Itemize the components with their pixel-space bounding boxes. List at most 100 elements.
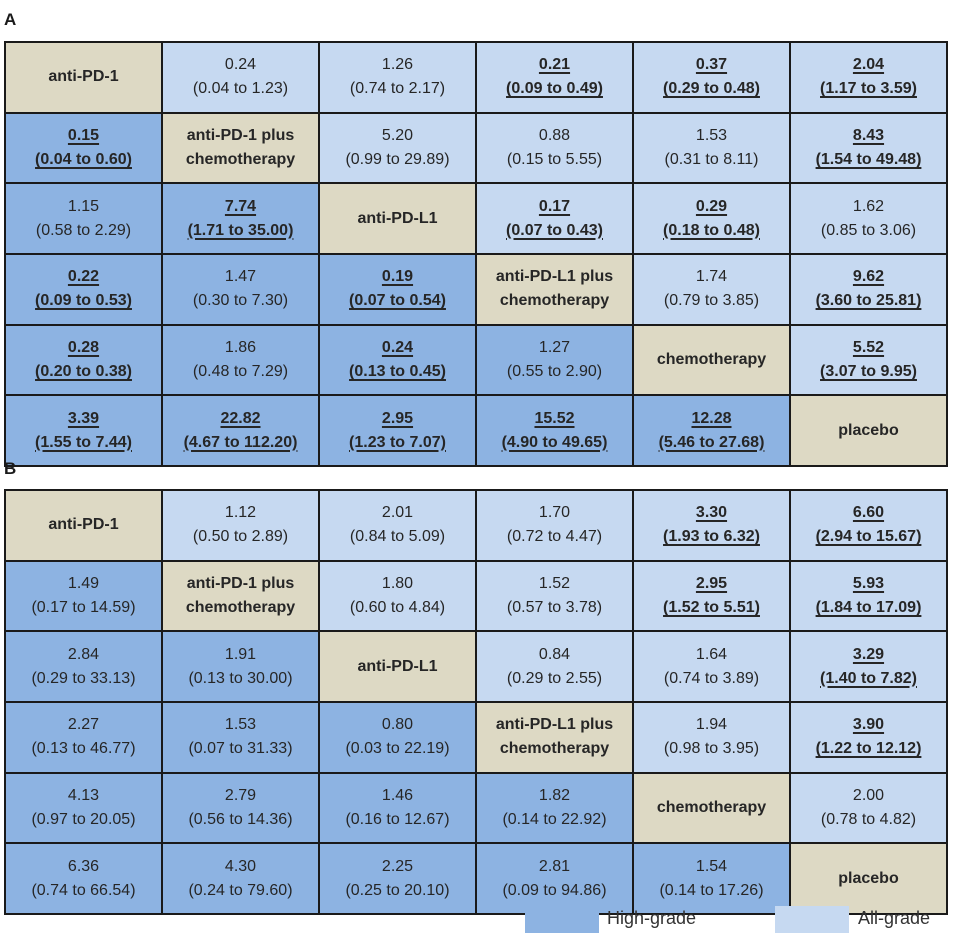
treatment-label-cell: anti-PD-1 — [4, 41, 163, 114]
treatment-label: placebo — [838, 869, 899, 887]
odds-ratio-value: 2.27 — [67, 716, 100, 734]
all-grade-cell: 2.95 (1.52 to 5.51) — [632, 559, 791, 633]
high-grade-cell: 2.79 (0.56 to 14.36) — [161, 771, 320, 845]
all-grade-cell: 1.74 (0.79 to 3.85) — [632, 252, 791, 326]
odds-ratio-value: 2.95 — [381, 409, 414, 427]
all-grade-cell: 1.12 (0.50 to 2.89) — [161, 489, 320, 562]
treatment-label: anti-PD-L1 — [357, 209, 438, 227]
confidence-interval: (0.13 to 30.00) — [188, 669, 293, 687]
confidence-interval: (1.22 to 12.12) — [815, 740, 922, 758]
odds-ratio-value: 1.53 — [224, 716, 257, 734]
matrix-row: 0.28 (0.20 to 0.38) 1.86 (0.48 to 7.29) 0.24… — [4, 323, 948, 397]
odds-ratio-value: 1.27 — [538, 338, 571, 356]
all-grade-cell: 2.00 (0.78 to 4.82) — [789, 771, 948, 845]
odds-ratio-value: 1.26 — [381, 56, 414, 74]
confidence-interval: (4.90 to 49.65) — [501, 433, 608, 451]
confidence-interval: (0.09 to 0.53) — [35, 292, 132, 310]
confidence-interval: (0.17 to 14.59) — [31, 598, 136, 616]
treatment-label: anti-PD-L1 plus — [495, 268, 614, 286]
odds-ratio-value: 1.15 — [67, 197, 100, 215]
odds-ratio-value: 0.19 — [381, 268, 414, 286]
odds-ratio-value: 0.17 — [538, 197, 571, 215]
odds-ratio-value: 2.25 — [381, 857, 414, 875]
treatment-label-line2: chemotherapy — [185, 150, 296, 168]
matrix-row: anti-PD-1 1.12 (0.50 to 2.89) 2.01 (0.84 to … — [4, 489, 948, 562]
odds-ratio-value: 0.84 — [538, 645, 571, 663]
confidence-interval: (1.84 to 17.09) — [815, 598, 922, 616]
odds-ratio-value: 4.13 — [67, 786, 100, 804]
odds-ratio-value: 3.90 — [852, 716, 885, 734]
treatment-label-cell: anti-PD-1 plus chemotherapy — [161, 111, 320, 185]
confidence-interval: (0.50 to 2.89) — [192, 528, 289, 546]
all-grade-cell: 0.84 (0.29 to 2.55) — [475, 630, 634, 703]
odds-ratio-value: 2.84 — [67, 645, 100, 663]
confidence-interval: (0.20 to 0.38) — [35, 362, 132, 380]
odds-ratio-value: 1.94 — [695, 716, 728, 734]
treatment-label-cell: chemotherapy — [632, 323, 791, 397]
odds-ratio-value: 1.70 — [538, 504, 571, 522]
all-grade-cell: 0.29 (0.18 to 0.48) — [632, 182, 791, 255]
treatment-label: chemotherapy — [656, 350, 767, 368]
confidence-interval: (0.57 to 3.78) — [506, 598, 603, 616]
matrix-row: 4.13 (0.97 to 20.05) 2.79 (0.56 to 14.36) 1.… — [4, 771, 948, 845]
treatment-label-line2: chemotherapy — [499, 292, 610, 310]
odds-ratio-value: 1.82 — [538, 786, 571, 804]
high-grade-cell: 2.95 (1.23 to 7.07) — [318, 394, 477, 467]
high-grade-cell: 2.81 (0.09 to 94.86) — [475, 842, 634, 915]
high-grade-cell: 15.52 (4.90 to 49.65) — [475, 394, 634, 467]
confidence-interval: (0.72 to 4.47) — [506, 528, 603, 546]
high-grade-cell: 0.15 (0.04 to 0.60) — [4, 111, 163, 185]
all-grade-cell: 9.62 (3.60 to 25.81) — [789, 252, 948, 326]
confidence-interval: (0.97 to 20.05) — [31, 810, 136, 828]
high-grade-cell: 1.47 (0.30 to 7.30) — [161, 252, 320, 326]
confidence-interval: (0.55 to 2.90) — [506, 362, 603, 380]
odds-ratio-value: 15.52 — [534, 409, 575, 427]
confidence-interval: (0.07 to 31.33) — [188, 740, 293, 758]
confidence-interval: (0.56 to 14.36) — [188, 810, 293, 828]
treatment-label-line2: chemotherapy — [185, 598, 296, 616]
all-grade-cell: 3.29 (1.40 to 7.82) — [789, 630, 948, 703]
high-grade-cell: 0.80 (0.03 to 22.19) — [318, 700, 477, 774]
confidence-interval: (0.84 to 5.09) — [349, 528, 446, 546]
odds-ratio-value: 2.95 — [695, 574, 728, 592]
confidence-interval: (3.60 to 25.81) — [815, 292, 922, 310]
confidence-interval: (0.13 to 46.77) — [31, 740, 136, 758]
odds-ratio-value: 12.28 — [691, 409, 732, 427]
confidence-interval: (1.52 to 5.51) — [663, 598, 760, 616]
matrix-row: 1.49 (0.17 to 14.59) anti-PD-1 plus chemoth… — [4, 559, 948, 633]
odds-ratio-value: 0.80 — [381, 716, 414, 734]
all-grade-cell: 1.80 (0.60 to 4.84) — [318, 559, 477, 633]
treatment-label-cell: placebo — [789, 394, 948, 467]
odds-ratio-value: 0.24 — [224, 56, 257, 74]
odds-ratio-value: 1.54 — [695, 857, 728, 875]
treatment-label-line2: chemotherapy — [499, 740, 610, 758]
high-grade-cell: 1.15 (0.58 to 2.29) — [4, 182, 163, 255]
matrix-row: 3.39 (1.55 to 7.44) 22.82 (4.67 to 112.20) 2… — [4, 394, 948, 467]
all-grade-cell: 0.37 (0.29 to 0.48) — [632, 41, 791, 114]
high-grade-cell: 4.13 (0.97 to 20.05) — [4, 771, 163, 845]
treatment-label-cell: placebo — [789, 842, 948, 915]
odds-ratio-value: 7.74 — [224, 197, 257, 215]
odds-ratio-value: 1.80 — [381, 574, 414, 592]
treatment-label: placebo — [838, 421, 899, 439]
confidence-interval: (0.09 to 0.49) — [506, 80, 603, 98]
high-grade-cell: 1.82 (0.14 to 22.92) — [475, 771, 634, 845]
all-grade-cell: 1.70 (0.72 to 4.47) — [475, 489, 634, 562]
odds-ratio-value: 3.30 — [695, 504, 728, 522]
odds-ratio-value: 2.04 — [852, 56, 885, 74]
confidence-interval: (1.54 to 49.48) — [815, 150, 922, 168]
odds-ratio-value: 1.62 — [852, 197, 885, 215]
all-grade-cell: 3.30 (1.93 to 6.32) — [632, 489, 791, 562]
legend: High-grade All-grade — [0, 906, 957, 934]
odds-ratio-value: 1.47 — [224, 268, 257, 286]
treatment-label-cell: chemotherapy — [632, 771, 791, 845]
treatment-label-cell: anti-PD-L1 — [318, 630, 477, 703]
high-grade-cell: 1.49 (0.17 to 14.59) — [4, 559, 163, 633]
confidence-interval: (1.23 to 7.07) — [349, 433, 446, 451]
confidence-interval: (0.85 to 3.06) — [820, 221, 917, 239]
high-grade-cell: 7.74 (1.71 to 35.00) — [161, 182, 320, 255]
odds-ratio-value: 3.39 — [67, 409, 100, 427]
odds-ratio-value: 1.64 — [695, 645, 728, 663]
all-grade-cell: 5.20 (0.99 to 29.89) — [318, 111, 477, 185]
all-grade-cell: 1.26 (0.74 to 2.17) — [318, 41, 477, 114]
